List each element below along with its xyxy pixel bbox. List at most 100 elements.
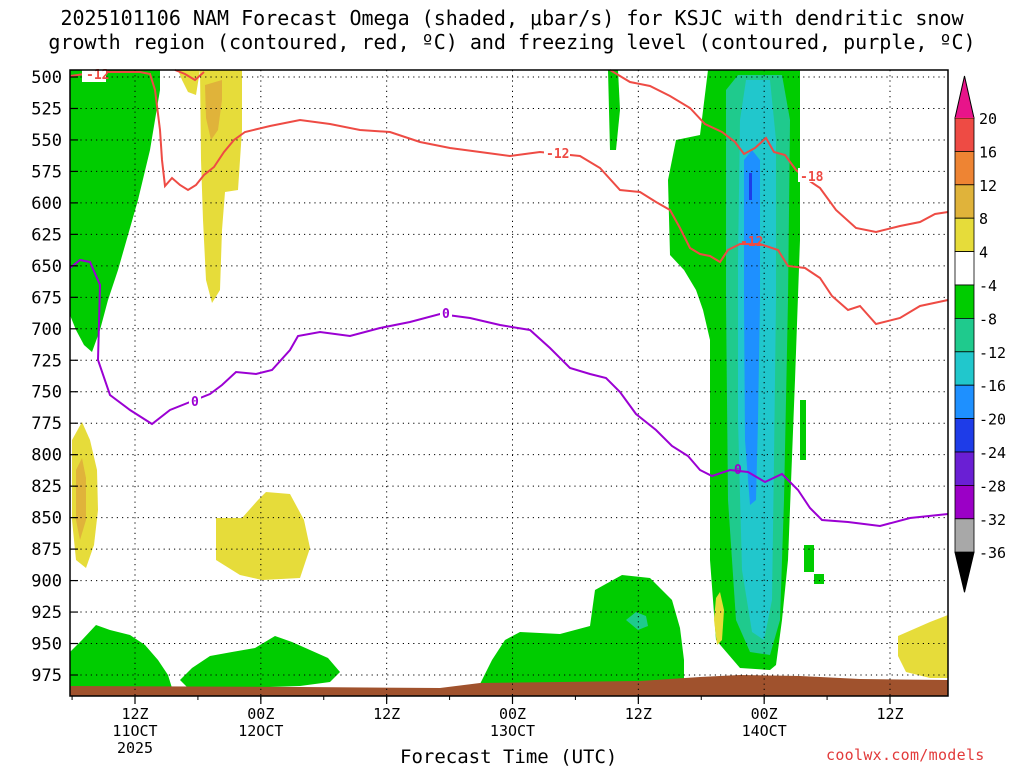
y-tick-label: 800 (31, 446, 62, 466)
x-tick-label: 12OCT (238, 722, 283, 740)
omega-area-green (180, 636, 340, 690)
colorbar-label: -16 (979, 377, 1006, 395)
colorbar-swatch (954, 451, 975, 486)
omega-area-blue (744, 150, 760, 505)
omega-area-darkblue (749, 173, 752, 200)
colorbar-swatch (954, 351, 975, 386)
x-tick-label: 11OCT (112, 722, 157, 740)
omega-area-orange (205, 80, 222, 140)
colorbar: 20 16 12 8 4 -4 -8 -12 -16 -20 -24 -28 -32 -36 (954, 75, 1006, 593)
dgz-contour-line (174, 69, 205, 82)
omega-area-yellow (714, 592, 724, 645)
y-tick-label: 750 (31, 383, 62, 403)
omega-area-yellow (178, 70, 200, 95)
colorbar-label: -12 (979, 344, 1006, 362)
colorbar-swatch (954, 117, 975, 152)
colorbar-label: -4 (979, 277, 997, 295)
colorbar-label: -8 (979, 310, 997, 328)
colorbar-swatch (954, 384, 975, 420)
colorbar-label: -24 (979, 444, 1006, 462)
y-tick-label: 775 (31, 414, 62, 434)
dgz-contour-label: -12 (86, 68, 109, 83)
omega-area-green (804, 545, 814, 572)
x-tick-label: 12Z (876, 705, 903, 723)
chart-title-line-2: growth region (contoured, red, ºC) and f… (48, 30, 976, 54)
y-tick-label: 925 (31, 603, 62, 623)
omega-area-green (814, 574, 824, 584)
omega-area-yellow (216, 492, 310, 580)
x-tick-label: 12Z (373, 705, 400, 723)
freezing-contour-label: 0 (442, 307, 450, 322)
colorbar-label: 8 (979, 210, 988, 228)
y-tick-label: 525 (31, 99, 62, 119)
dgz-contour-label: -12 (546, 147, 569, 162)
freezing-contour-label: 0 (734, 463, 742, 478)
colorbar-swatch (954, 284, 975, 319)
plot-frame (69, 69, 949, 697)
omega-area-green (608, 70, 620, 150)
freezing-contour-label: 0 (191, 395, 199, 410)
colorbar-swatch (954, 484, 975, 520)
dgz-contours (69, 69, 949, 326)
y-tick-label: 900 (31, 572, 62, 592)
y-tick-label: 575 (31, 162, 62, 182)
dgz-contour-line (69, 71, 949, 326)
colorbar-swatch (954, 317, 975, 353)
y-axis: 500 525 550 575 600 625 650 675 700 725 750 775 800 8… (31, 68, 78, 686)
y-tick-label: 550 (31, 131, 62, 151)
colorbar-label: 4 (979, 244, 988, 262)
dgz-contour-label: -12 (740, 235, 763, 250)
y-tick-label: 950 (31, 635, 62, 655)
omega-area-teal (626, 612, 648, 630)
contour-labels: -12 -12 -12 -18 0 0 0 (82, 68, 826, 478)
x-axis-title: Forecast Time (UTC) (400, 746, 618, 768)
dgz-contour-label: -18 (800, 170, 824, 185)
colorbar-label: -28 (979, 477, 1006, 495)
y-tick-label: 500 (31, 68, 62, 88)
grid (70, 70, 948, 696)
colorbar-edge (955, 117, 974, 118)
x-tick-label: 14OCT (742, 722, 787, 740)
y-tick-label: 725 (31, 351, 62, 371)
colorbar-swatch (954, 150, 975, 186)
colorbar-swatch (954, 217, 975, 252)
y-tick-label: 675 (31, 288, 62, 308)
colorbar-label: -20 (979, 411, 1006, 429)
colorbar-top-triangle (954, 75, 975, 119)
x-tick-label: 00Z (751, 705, 778, 723)
omega-area-green (70, 70, 160, 352)
colorbar-label: -32 (979, 511, 1006, 529)
omega-area-yellow (898, 615, 948, 678)
colorbar-label: 12 (979, 177, 997, 195)
freezing-contours (69, 258, 949, 528)
omega-area-green (800, 400, 806, 460)
x-tick-label: 12Z (625, 705, 652, 723)
credit-text: coolwx.com/models (826, 746, 985, 764)
omega-area-green (70, 625, 172, 688)
dgz-contour-line (609, 69, 949, 234)
x-tick-label: 12Z (121, 705, 148, 723)
chart-title-line-1: 2025101106 NAM Forecast Omega (shaded, μ… (60, 6, 964, 30)
colorbar-swatch (954, 251, 975, 286)
chart-title: 2025101106 NAM Forecast Omega (shaded, μ… (0, 6, 1024, 54)
y-tick-label: 825 (31, 477, 62, 497)
colorbar-swatch (954, 418, 975, 453)
colorbar-label: 16 (979, 143, 997, 161)
colorbar-label: -36 (979, 544, 1006, 562)
colorbar-label: 20 (979, 110, 997, 128)
x-tick-label: 00Z (499, 705, 526, 723)
x-tick-label: 2025 (117, 739, 153, 757)
y-tick-label: 875 (31, 540, 62, 560)
terrain-fill (70, 675, 948, 696)
y-tick-label: 975 (31, 666, 62, 686)
y-tick-label: 850 (31, 509, 62, 529)
y-tick-label: 625 (31, 225, 62, 245)
colorbar-bottom-triangle (954, 551, 975, 593)
omega-area-green (480, 575, 684, 686)
y-tick-label: 650 (31, 257, 62, 277)
y-tick-label: 600 (31, 194, 62, 214)
omega-area-orange (76, 458, 86, 540)
freezing-contour-line (69, 258, 949, 528)
